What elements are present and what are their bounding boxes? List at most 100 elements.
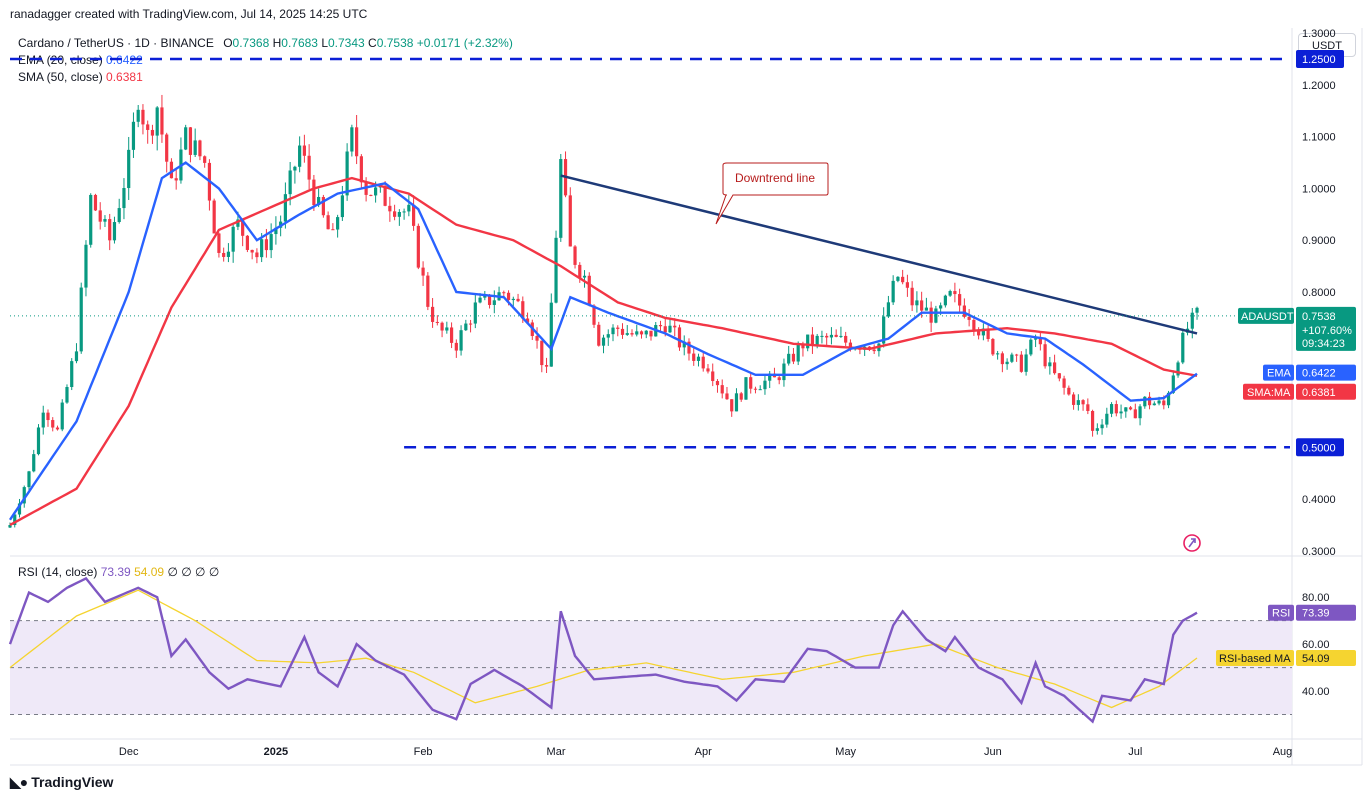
price-tick-label: 1.3000 — [1302, 28, 1336, 40]
candle-body — [943, 295, 947, 306]
candle-body — [430, 306, 435, 322]
ohlc-low-value: 0.7343 — [328, 36, 365, 50]
candle-body — [174, 178, 178, 181]
candle-body — [1162, 400, 1166, 406]
candle-body — [544, 365, 549, 367]
candle-body — [573, 246, 577, 265]
time-tick-label: Feb — [414, 746, 433, 758]
candle-body — [639, 331, 644, 335]
candle-body — [554, 237, 558, 303]
candle-body — [682, 341, 686, 348]
downtrend-line — [560, 174, 1198, 335]
candle-body — [188, 127, 193, 155]
candle-body — [274, 227, 278, 235]
candle-body — [41, 412, 45, 428]
candle-body — [616, 327, 620, 329]
candle-body — [820, 335, 824, 337]
candle-body — [1195, 307, 1199, 313]
rsi-tag — [1268, 604, 1294, 621]
candle-body — [1147, 396, 1152, 406]
candle-body — [1133, 409, 1137, 419]
candle-body — [692, 353, 696, 361]
candle-body — [782, 363, 786, 381]
rsi-legend-value: 73.39 — [100, 565, 131, 579]
candle-body — [1109, 404, 1114, 414]
candle-body — [103, 219, 107, 222]
candle-body — [825, 335, 829, 338]
candle-body — [260, 239, 264, 258]
candle-body — [155, 107, 159, 136]
candle-body — [1090, 410, 1095, 431]
ohlc-high-value: 0.7683 — [281, 36, 318, 50]
candle-body — [687, 341, 691, 354]
candle-body — [1057, 373, 1061, 379]
candle-body — [787, 353, 791, 364]
candle-body — [269, 234, 273, 251]
candle-body — [184, 127, 188, 150]
symbol-tag — [1238, 307, 1294, 324]
time-tick-label: Aug — [1273, 746, 1293, 758]
candle-body — [986, 328, 990, 339]
symbol-title[interactable]: Cardano / TetherUS · 1D · BINANCE — [18, 36, 214, 50]
sma-legend-label[interactable]: SMA (50, close) — [18, 70, 103, 84]
rsi-legend-label[interactable]: RSI (14, close) — [18, 565, 98, 579]
rsi-value-tag — [1296, 604, 1356, 621]
candle-body — [948, 291, 952, 296]
candle-body — [374, 187, 378, 196]
candle-body — [758, 389, 762, 391]
candle-body — [644, 330, 648, 335]
sma-tag — [1243, 383, 1294, 400]
candle-body — [435, 321, 439, 323]
candle-body — [506, 292, 511, 301]
candle-body — [32, 454, 36, 472]
tradingview-logo[interactable]: ◣● TradingView — [10, 774, 113, 791]
candle-body — [27, 471, 31, 488]
candle-body — [1071, 394, 1076, 405]
candle-body — [1157, 400, 1161, 404]
price-tick-label: 0.3000 — [1302, 546, 1336, 558]
candle-body — [701, 356, 705, 369]
candle-body — [525, 318, 530, 323]
candle-body — [592, 305, 596, 325]
candle-body — [848, 342, 853, 350]
candle-body — [967, 316, 971, 320]
price-tick-label: 1.2000 — [1302, 80, 1336, 92]
time-tick-label: Dec — [119, 746, 139, 758]
candle-body — [1015, 354, 1019, 356]
candle-body — [1024, 354, 1028, 372]
candle-body — [1176, 362, 1180, 376]
candle-body — [331, 229, 335, 231]
candle-body — [136, 109, 140, 122]
rsi-value-text: 73.39 — [1302, 608, 1330, 620]
candle-body — [535, 336, 539, 341]
candle-body — [326, 215, 330, 230]
ohlc-close-label: C — [368, 36, 377, 50]
candle-body — [791, 353, 796, 362]
candle-body — [22, 487, 26, 504]
candle-body — [1000, 353, 1004, 365]
candle-body — [17, 503, 22, 515]
candle-body — [953, 291, 957, 295]
candle-body — [222, 252, 226, 257]
candle-body — [393, 211, 397, 217]
candle-body — [725, 393, 729, 400]
candle-body — [924, 307, 928, 311]
attribution-text: ranadagger created with TradingView.com,… — [10, 7, 368, 21]
candle-body — [763, 380, 767, 390]
price-tick-label: 1.1000 — [1302, 132, 1336, 144]
candle-body — [98, 210, 102, 222]
rsi-tick-label: 60.00 — [1302, 639, 1330, 651]
candle-body — [421, 267, 425, 276]
candle-body — [383, 186, 387, 206]
candle-body — [910, 287, 914, 306]
candle-body — [74, 351, 79, 362]
candle-body — [1171, 375, 1175, 393]
candle-body — [511, 298, 515, 301]
ema-price-value: 0.6422 — [1302, 368, 1336, 380]
rsi-ma-value-text: 54.09 — [1302, 653, 1330, 665]
last-price-value: 0.7538 — [1302, 311, 1336, 323]
candle-body — [340, 195, 344, 218]
candle-body — [582, 275, 587, 278]
candle-body — [8, 525, 12, 528]
